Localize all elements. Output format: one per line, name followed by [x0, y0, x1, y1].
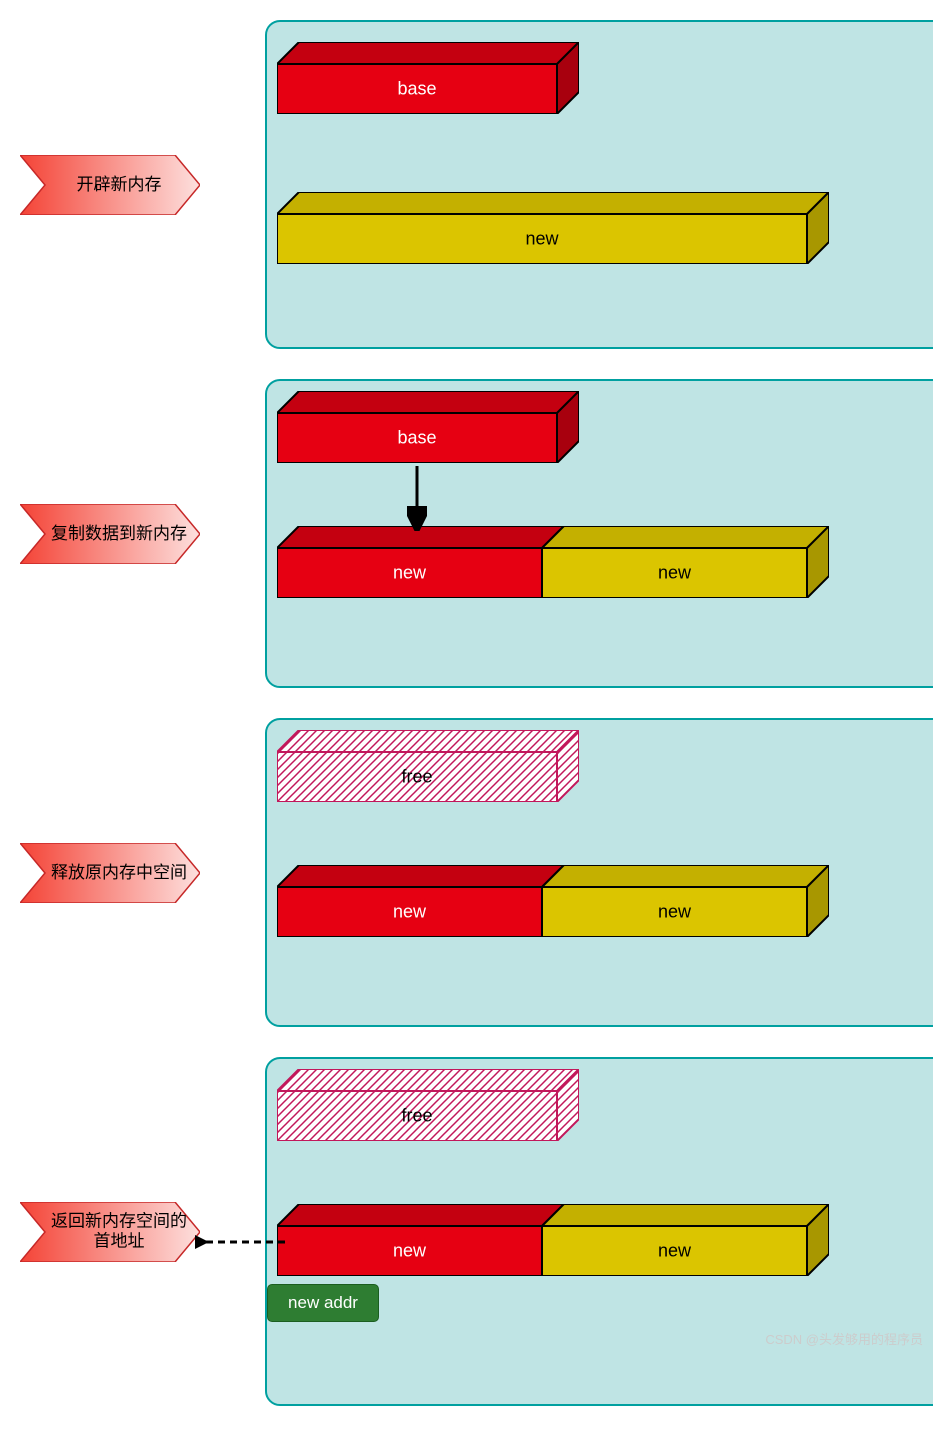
step-label: 释放原内存中空间 [51, 862, 187, 882]
step-row: 复制数据到新内存 base new new [20, 379, 933, 688]
memory-block: new [542, 526, 829, 598]
step-row: 释放原内存中空间 free new new [20, 718, 933, 1027]
step-row: 返回新内存空间的首地址 free new new new addr [20, 1057, 933, 1406]
step-panel: base new [265, 20, 933, 349]
block-label: new [393, 563, 426, 584]
block-label: new [393, 902, 426, 923]
step-panel: base new new [265, 379, 933, 688]
memory-block: base [277, 391, 579, 463]
step-label: 开辟新内存 [77, 174, 162, 194]
block-label: free [401, 767, 432, 788]
step-label: 复制数据到新内存 [51, 523, 187, 543]
memory-block: new [542, 865, 829, 937]
return-arrow-icon [195, 1232, 290, 1252]
block-label: new [393, 1241, 426, 1262]
block-label: new [658, 1241, 691, 1262]
address-box: new addr [267, 1284, 379, 1322]
memory-block: new [277, 192, 829, 264]
memory-block: new [542, 1204, 829, 1276]
block-label: new [658, 902, 691, 923]
block-label: base [397, 79, 436, 100]
step-arrow: 返回新内存空间的首地址 [20, 1202, 200, 1262]
copy-arrow-icon [407, 466, 427, 531]
watermark: CSDN @头发够用的程序员 [765, 1329, 923, 1348]
block-label: free [401, 1106, 432, 1127]
memory-block: new [277, 526, 564, 598]
step-panel: free new new [265, 718, 933, 1027]
step-label: 返回新内存空间的首地址 [51, 1211, 187, 1252]
memory-block: free [277, 730, 579, 802]
block-label: new [525, 229, 558, 250]
step-row: 开辟新内存 base new [20, 20, 933, 349]
memory-block: new [277, 865, 564, 937]
step-arrow: 复制数据到新内存 [20, 504, 200, 564]
block-label: base [397, 428, 436, 449]
memory-block: base [277, 42, 579, 114]
memory-block: new [277, 1204, 564, 1276]
step-panel: free new new new addr [265, 1057, 933, 1406]
block-label: new [658, 563, 691, 584]
step-arrow: 释放原内存中空间 [20, 843, 200, 903]
memory-block: free [277, 1069, 579, 1141]
step-arrow: 开辟新内存 [20, 155, 200, 215]
